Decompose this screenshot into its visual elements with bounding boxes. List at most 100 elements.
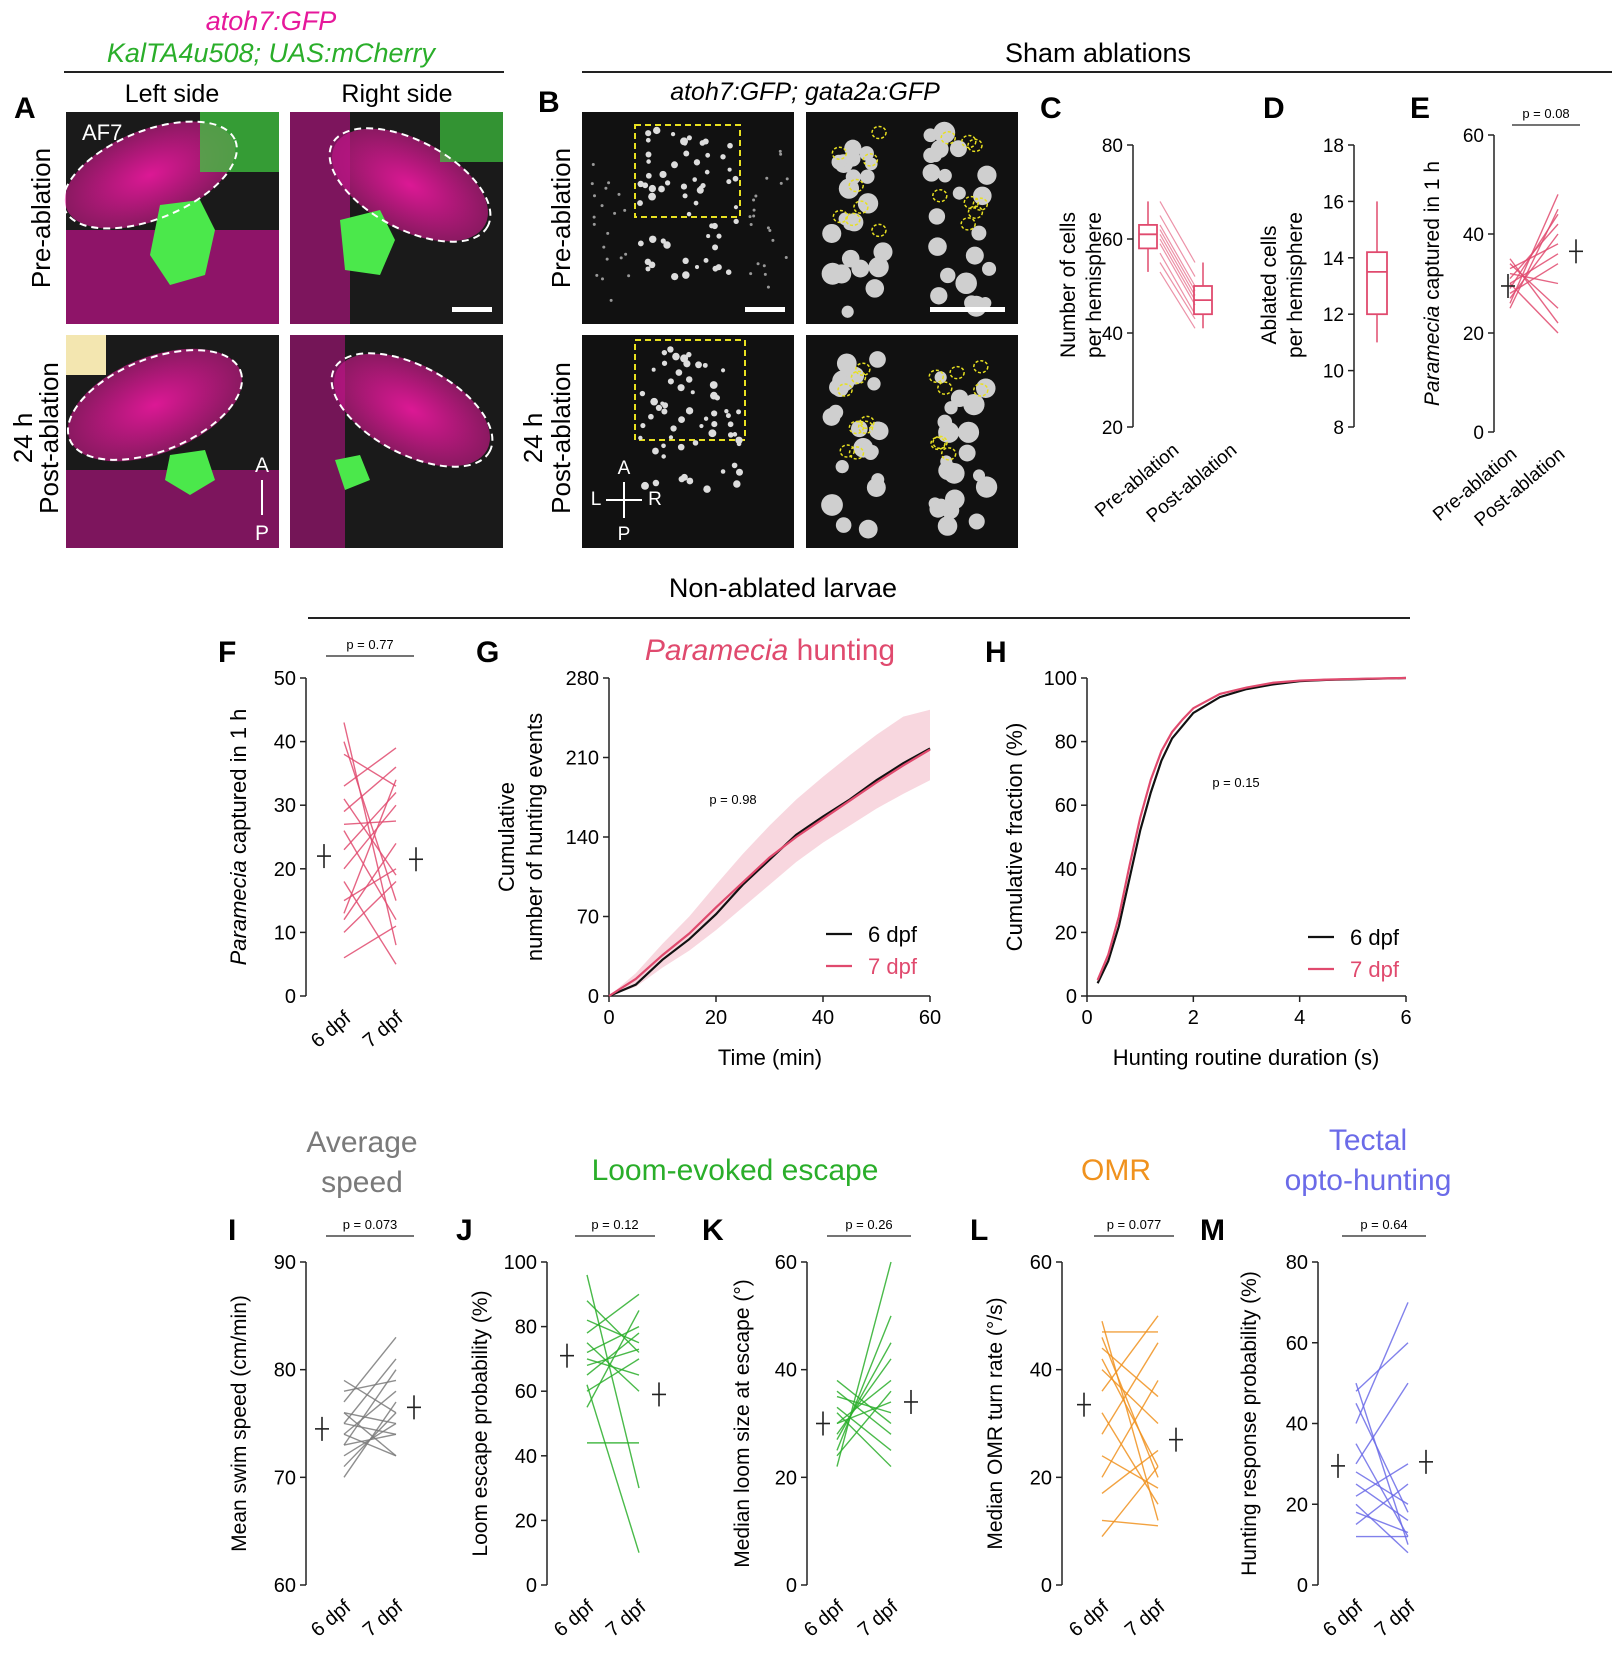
cell-dot xyxy=(703,485,711,493)
panel-a-right-side: Right side xyxy=(341,80,452,108)
cell-body xyxy=(968,513,985,530)
cell-body xyxy=(957,421,980,443)
image-b-post-zoom xyxy=(806,335,1018,548)
x-category-label: 7 dpf xyxy=(602,1596,651,1642)
cell-body xyxy=(838,212,852,226)
x-category-label: 6 dpf xyxy=(1065,1596,1114,1642)
cell-body xyxy=(869,351,886,368)
section-title-j: Loom-evoked escape xyxy=(592,1154,879,1187)
cell-dot xyxy=(699,423,704,429)
chart-title-g-rest: hunting xyxy=(788,634,895,667)
paired-line xyxy=(343,779,397,914)
paired-line xyxy=(836,1379,892,1425)
y-tick-label: 50 xyxy=(274,668,296,690)
paired-line xyxy=(1101,1449,1159,1495)
y-tick-label: 20 xyxy=(1102,418,1123,439)
y-tick-label: 18 xyxy=(1323,136,1344,157)
paired-line xyxy=(343,1412,397,1425)
paired-line xyxy=(586,1300,640,1353)
panel-letter-h: H xyxy=(985,636,1007,669)
cell-dot xyxy=(680,183,688,190)
box xyxy=(1138,223,1158,250)
y-tick-label: 100 xyxy=(504,1252,537,1274)
cell-dot xyxy=(671,161,678,169)
panel-b-post-label-2: Post-ablation xyxy=(546,362,576,514)
image-b-pre-zoom xyxy=(806,112,1018,324)
cell-body xyxy=(822,223,842,244)
image-a-pre-left: AF7 xyxy=(62,112,279,324)
y-axis-label: Median loom size at escape (°) xyxy=(731,1279,754,1568)
cell-dot xyxy=(677,443,685,451)
y-tick-label: 90 xyxy=(274,1252,296,1274)
cell-dot xyxy=(663,241,671,249)
series-line-6-dpf xyxy=(608,747,931,998)
cell-dot xyxy=(670,132,676,137)
paired-line xyxy=(586,1358,640,1376)
panel-a-post-label-2: Post-ablation xyxy=(34,362,64,514)
cell-dot xyxy=(678,416,685,424)
axis-a-label: A xyxy=(255,454,269,477)
paired-line xyxy=(1355,1471,1409,1505)
paired-line xyxy=(1355,1483,1409,1525)
cell-dot xyxy=(710,391,718,400)
confidence-band xyxy=(609,709,930,996)
paired-line xyxy=(343,1412,397,1457)
paired-line xyxy=(343,1358,397,1424)
cell-dot xyxy=(709,381,718,389)
cell-dot xyxy=(613,211,617,215)
x-category-label: 6 dpf xyxy=(800,1596,849,1642)
y-axis-label: Number of cells xyxy=(1057,212,1080,358)
cell-dot xyxy=(727,421,734,428)
panel-letter-e: E xyxy=(1410,92,1430,125)
paired-line xyxy=(1355,1302,1409,1424)
image-a-post-right: A P xyxy=(255,335,503,548)
ablated-cell-outline xyxy=(831,146,848,160)
paired-line xyxy=(1101,1519,1159,1527)
paired-line xyxy=(1159,262,1196,320)
cell-dot xyxy=(661,349,668,356)
cell-body xyxy=(840,376,855,390)
cell-body xyxy=(863,445,878,461)
ablated-cell-outline xyxy=(949,365,965,380)
ablated-cell-outline xyxy=(837,383,853,397)
series-line-7-dpf xyxy=(608,748,931,997)
panel-b-pre-label: Pre-ablation xyxy=(546,148,576,288)
header-a-line1: atoh7:GFP xyxy=(206,6,337,36)
cell-dot xyxy=(703,257,709,263)
cell-dot xyxy=(590,182,594,186)
cell-dot xyxy=(661,443,666,449)
panel-a-post-label-1: 24 h xyxy=(8,413,38,464)
cell-dot xyxy=(648,184,657,193)
ablated-cell-outline xyxy=(855,362,871,377)
cell-dot xyxy=(675,369,683,376)
paired-line xyxy=(1159,229,1196,291)
x-category-label: 6 dpf xyxy=(307,1007,356,1053)
y-tick-label: 60 xyxy=(1030,1252,1052,1274)
paired-line xyxy=(836,1390,892,1457)
cell-dot xyxy=(766,226,770,230)
cell-body xyxy=(982,261,997,276)
cell-dot xyxy=(623,208,627,212)
paired-line xyxy=(1355,1382,1409,1465)
y-tick-label: 30 xyxy=(274,795,296,817)
cell-dot xyxy=(749,272,753,276)
paired-line xyxy=(1509,272,1559,285)
cell-dot xyxy=(727,142,733,149)
cell-dot xyxy=(727,432,734,438)
cell-dot xyxy=(709,223,715,229)
cell-body xyxy=(975,476,998,498)
cell-dot xyxy=(692,177,698,182)
cell-dot xyxy=(648,261,656,269)
y-tick-label: 0 xyxy=(588,986,599,1008)
panel-letter-g: G xyxy=(476,636,499,669)
panel-letter-l: L xyxy=(970,1214,988,1247)
paired-line xyxy=(1101,1358,1159,1467)
cell-dot xyxy=(725,269,732,275)
cell-dot xyxy=(624,252,628,256)
cell-dot xyxy=(720,368,726,373)
y-tick-label: 10 xyxy=(274,922,296,944)
ablated-cell-outline xyxy=(848,420,865,435)
ablated-cell-outline xyxy=(967,205,984,219)
y-tick-label: 70 xyxy=(577,907,599,929)
paired-line xyxy=(1101,1321,1159,1521)
